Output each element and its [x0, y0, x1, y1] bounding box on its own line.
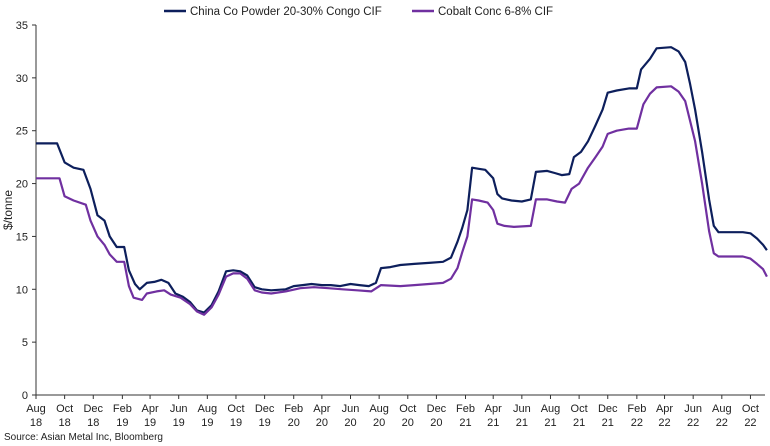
x-tick-label-month: Apr — [313, 403, 330, 415]
x-tick-label-year: 20 — [288, 417, 300, 429]
x-tick-label-year: 19 — [116, 417, 128, 429]
x-tick-label-month: Oct — [571, 403, 588, 415]
y-tick-label: 20 — [16, 179, 28, 191]
x-tick-label-month: Aug — [369, 403, 389, 415]
y-tick-label: 15 — [16, 231, 28, 243]
x-tick-label-month: Aug — [541, 403, 561, 415]
x-tick-label-year: 19 — [144, 417, 156, 429]
x-tick-label-year: 21 — [602, 417, 614, 429]
series-line-1 — [36, 46, 768, 314]
x-tick-label-month: Jun — [170, 403, 188, 415]
x-tick-label-year: 19 — [258, 417, 270, 429]
x-tick-label-year: 21 — [516, 417, 528, 429]
x-tick-label-year: 20 — [402, 417, 414, 429]
cobalt-price-chart: China Co Powder 20-30% Congo CIF Cobalt C… — [1, 6, 768, 429]
x-tick-label-month: Oct — [399, 403, 416, 415]
x-tick-label-year: 22 — [631, 417, 643, 429]
legend: China Co Powder 20-30% Congo CIF Cobalt C… — [164, 6, 553, 18]
y-tick-label: 35 — [16, 20, 28, 32]
y-tick-label: 0 — [22, 390, 28, 402]
x-tick-label-month: Dec — [255, 403, 275, 415]
x-tick-label-year: 20 — [316, 417, 328, 429]
y-axis-title: $/tonne — [1, 190, 15, 230]
y-tick-label: 10 — [16, 284, 28, 296]
x-tick-label-month: Dec — [598, 403, 618, 415]
y-axis: 0 5 10 15 20 25 30 35 $/tonne — [1, 20, 37, 402]
x-tick-label-year: 21 — [487, 417, 499, 429]
x-tick-label-month: Dec — [427, 403, 447, 415]
x-tick-label-year: 18 — [87, 417, 99, 429]
x-tick-label-month: Feb — [456, 403, 475, 415]
x-tick-label-month: Oct — [742, 403, 759, 415]
y-tick-label: 30 — [16, 73, 28, 85]
source-note: Source: Asian Metal Inc, Bloomberg — [4, 432, 163, 443]
x-tick-label-month: Aug — [198, 403, 218, 415]
x-tick-label-month: Aug — [712, 403, 732, 415]
x-tick-label-month: Aug — [26, 403, 46, 415]
x-tick-label-year: 20 — [344, 417, 356, 429]
x-tick-label-year: 20 — [373, 417, 385, 429]
x-tick-label-month: Dec — [83, 403, 103, 415]
x-tick-label-month: Oct — [56, 403, 73, 415]
x-tick-label-year: 22 — [744, 417, 756, 429]
x-axis: Aug 18 Oct 18 Dec 18 Feb 19 Apr 19 Jun 19 Aug 19 Oct 19… — [26, 394, 765, 429]
legend-label-1: China Co Powder 20-30% Congo CIF — [190, 6, 382, 18]
x-tick-label-month: Apr — [142, 403, 159, 415]
x-tick-label-year: 22 — [687, 417, 699, 429]
x-tick-label-year: 22 — [658, 417, 670, 429]
x-tick-label-year: 18 — [30, 417, 42, 429]
x-tick-label-year: 19 — [201, 417, 213, 429]
y-tick-label: 25 — [16, 126, 28, 138]
x-tick-label-month: Jun — [684, 403, 702, 415]
x-tick-label-month: Oct — [227, 403, 244, 415]
legend-label-2: Cobalt Conc 6-8% CIF — [438, 6, 553, 18]
y-tick-label: 5 — [22, 337, 28, 349]
x-tick-label-month: Jun — [342, 403, 360, 415]
x-tick-label-year: 19 — [230, 417, 242, 429]
x-tick-label-year: 20 — [430, 417, 442, 429]
x-tick-label-month: Jun — [513, 403, 531, 415]
x-tick-label-year: 21 — [573, 417, 585, 429]
x-tick-label-year: 19 — [173, 417, 185, 429]
x-tick-label-year: 22 — [716, 417, 728, 429]
x-tick-label-month: Feb — [284, 403, 303, 415]
x-tick-label-month: Apr — [656, 403, 673, 415]
x-tick-label-year: 21 — [459, 417, 471, 429]
series-layer — [36, 46, 768, 316]
x-tick-label-year: 18 — [59, 417, 71, 429]
x-tick-label-month: Apr — [485, 403, 502, 415]
x-tick-label-month: Feb — [627, 403, 646, 415]
series-line-2 — [36, 85, 768, 316]
x-tick-label-year: 21 — [544, 417, 556, 429]
x-tick-label-month: Feb — [113, 403, 132, 415]
